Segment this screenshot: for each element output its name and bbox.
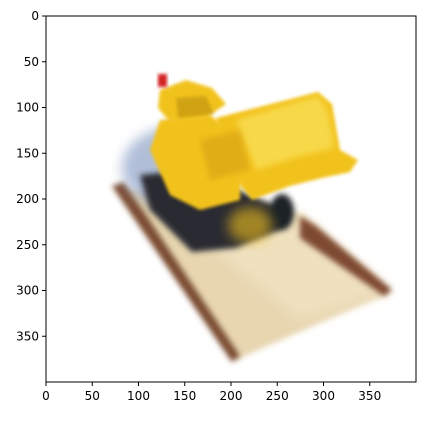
x-tick-label: 150: [173, 389, 196, 403]
x-tick-label: 250: [266, 389, 289, 403]
base-left-edge: [112, 182, 240, 362]
yellow-blur: [228, 207, 272, 243]
y-tick-label: 100: [16, 101, 39, 115]
y-tick-label: 250: [16, 238, 39, 252]
y-tick-label: 300: [16, 284, 39, 298]
beacon-light: [158, 74, 167, 87]
y-tick-label: 0: [31, 9, 39, 23]
x-tick-label: 100: [127, 389, 150, 403]
y-tick-label: 200: [16, 192, 39, 206]
bucket-inside: [236, 96, 334, 170]
x-axis: 0 50 100 150 200 250 300 350: [42, 382, 381, 403]
x-tick-label: 350: [358, 389, 381, 403]
y-axis: 0 50 100 150 200 250 300 350: [16, 9, 46, 343]
x-tick-label: 300: [312, 389, 335, 403]
x-tick-label: 200: [220, 389, 243, 403]
y-tick-label: 150: [16, 146, 39, 160]
rear-wheel: [270, 194, 294, 230]
bucket-arm: [200, 130, 250, 180]
bulldozer-render: [112, 74, 392, 362]
x-tick-label: 0: [42, 389, 50, 403]
x-tick-label: 50: [85, 389, 100, 403]
y-tick-label: 50: [24, 55, 39, 69]
base-right-edge: [300, 216, 392, 296]
y-tick-label: 350: [16, 329, 39, 343]
cab-shading: [176, 96, 214, 118]
